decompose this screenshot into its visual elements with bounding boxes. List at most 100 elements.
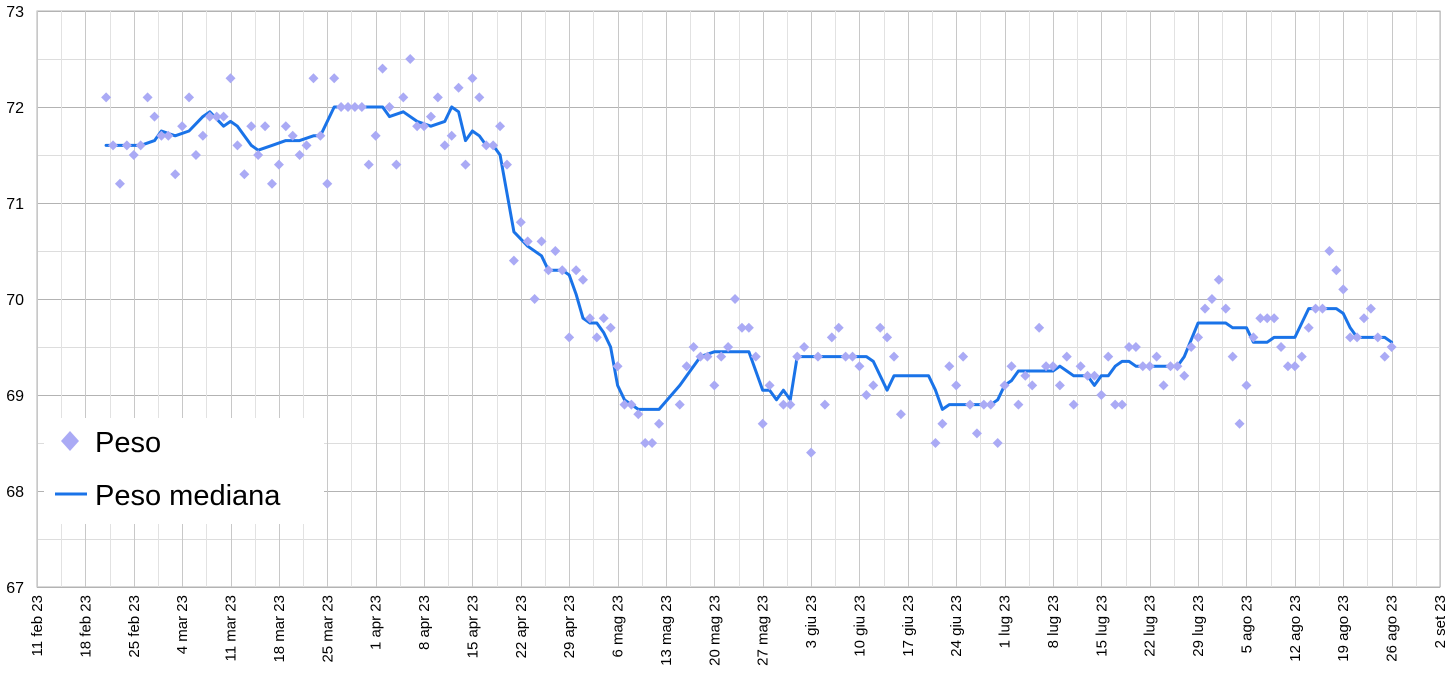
peso-point	[882, 332, 893, 343]
peso-point	[177, 121, 188, 132]
x-tick-label: 24 giu 23	[948, 595, 965, 657]
peso-point	[695, 351, 706, 362]
peso-point	[674, 399, 685, 410]
peso-point	[1241, 380, 1252, 391]
peso-point	[1034, 322, 1045, 333]
y-tick-label: 67	[6, 580, 24, 597]
peso-point	[197, 130, 208, 141]
peso-point	[743, 322, 754, 333]
peso-point	[806, 447, 817, 458]
peso-point	[868, 380, 879, 391]
peso-point	[1338, 284, 1349, 295]
peso-point	[218, 111, 229, 122]
peso-point	[875, 322, 886, 333]
peso-point	[889, 351, 900, 362]
peso-point	[1068, 399, 1079, 410]
peso-point	[965, 399, 976, 410]
peso-point	[591, 332, 602, 343]
grid-lines	[36, 10, 1441, 588]
peso-point	[1282, 361, 1293, 372]
x-tick-label: 8 lug 23	[1045, 595, 1062, 648]
peso-point	[778, 399, 789, 410]
x-tick-label: 11 feb 23	[29, 595, 46, 656]
peso-point	[273, 159, 284, 170]
y-tick-label: 73	[6, 4, 24, 21]
peso-point	[736, 322, 747, 333]
x-tick-label: 10 giu 23	[851, 595, 868, 657]
peso-point	[1137, 361, 1148, 372]
peso-point	[301, 140, 312, 151]
peso-point	[1013, 399, 1024, 410]
peso-point	[1372, 332, 1383, 343]
peso-point	[294, 150, 305, 160]
legend-peso-label: Peso	[95, 427, 161, 459]
peso-point	[488, 140, 499, 151]
peso-point	[405, 54, 416, 64]
peso-point	[266, 178, 277, 189]
peso-point	[944, 361, 955, 372]
x-tick-label: 18 mar 23	[271, 595, 288, 663]
peso-point	[1186, 342, 1197, 352]
peso-point	[847, 351, 858, 362]
x-tick-label: 5 ago 23	[1238, 595, 1255, 653]
x-tick-label: 1 apr 23	[368, 595, 385, 650]
peso-point	[985, 399, 996, 410]
x-tick-label: 12 ago 23	[1287, 595, 1304, 662]
peso-point	[971, 428, 982, 439]
peso-point	[550, 246, 561, 256]
peso-point	[412, 121, 423, 132]
peso-point	[564, 332, 575, 343]
peso-point	[1179, 370, 1190, 381]
peso-point	[978, 399, 989, 410]
peso-point	[647, 438, 658, 448]
peso-point	[536, 236, 547, 247]
peso-point	[799, 342, 810, 352]
peso-point	[681, 361, 692, 372]
peso-point	[1027, 380, 1038, 391]
peso-point	[108, 140, 119, 151]
peso-point	[1352, 332, 1363, 343]
peso-point	[460, 159, 471, 170]
peso-point	[336, 102, 347, 112]
peso-point	[571, 265, 582, 276]
y-tick-label: 71	[6, 196, 24, 213]
peso-point	[1345, 332, 1356, 343]
x-tick-label: 4 mar 23	[174, 595, 191, 654]
legend-background	[44, 418, 324, 524]
peso-point	[750, 351, 761, 362]
peso-point	[861, 390, 872, 400]
peso-point	[114, 178, 125, 189]
peso-point	[584, 313, 595, 324]
peso-point	[951, 380, 962, 391]
x-tick-label: 13 mag 23	[658, 595, 675, 666]
peso-point	[156, 130, 167, 141]
peso-point	[930, 438, 941, 448]
peso-point	[764, 380, 775, 391]
peso-point	[688, 342, 699, 352]
peso-point	[419, 121, 430, 132]
x-tick-label: 11 mar 23	[223, 595, 240, 661]
x-tick-label: 2 set 23	[1432, 595, 1449, 648]
peso-point	[626, 399, 637, 410]
y-tick-label: 72	[6, 100, 24, 117]
x-axis-tick-labels: 11 feb 23 18 feb 23 25 feb 23 4 mar 23 11 ma…	[29, 595, 1449, 666]
peso-point	[315, 130, 326, 141]
peso-point	[1172, 361, 1183, 372]
peso-point	[204, 111, 215, 122]
series-peso	[101, 54, 1397, 458]
peso-point	[819, 399, 830, 410]
peso-point	[495, 121, 506, 132]
peso-point	[439, 140, 450, 151]
peso-point	[1200, 303, 1211, 314]
peso-point	[840, 351, 851, 362]
peso-point	[280, 121, 291, 132]
peso-point	[1331, 265, 1342, 276]
peso-point	[633, 409, 644, 420]
x-tick-label: 29 lug 23	[1190, 595, 1207, 657]
peso-point	[1386, 342, 1397, 352]
peso-point	[467, 73, 478, 84]
peso-point	[958, 351, 969, 362]
peso-point	[1006, 361, 1017, 372]
peso-point	[1310, 303, 1321, 314]
